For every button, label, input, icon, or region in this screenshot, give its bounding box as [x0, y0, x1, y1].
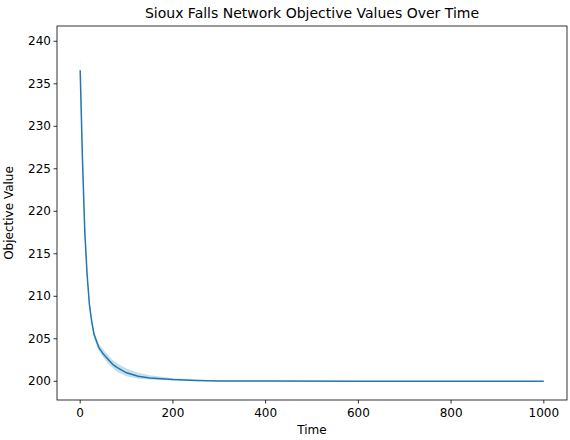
- y-tick: [54, 83, 58, 84]
- y-tick-label: 220: [28, 204, 51, 218]
- x-tick: [543, 400, 544, 404]
- plot-background: [57, 26, 567, 400]
- x-tick: [172, 400, 173, 404]
- y-axis-label: Objective Value: [2, 166, 16, 260]
- y-tick: [54, 211, 58, 212]
- x-tick-label: 800: [440, 406, 463, 420]
- y-tick: [54, 168, 58, 169]
- y-tick: [54, 381, 58, 382]
- y-tick: [54, 253, 58, 254]
- y-tick-label: 240: [28, 34, 51, 48]
- title: Sioux Falls Network Objective Values Ove…: [145, 5, 479, 21]
- confidence-band: [80, 57, 544, 381]
- y-tick: [54, 338, 58, 339]
- x-tick-label: 600: [347, 406, 370, 420]
- x-axis-label: Time: [296, 423, 326, 437]
- y-tick-label: 225: [28, 162, 51, 176]
- y-tick-label: 235: [28, 77, 51, 91]
- y-tick: [54, 296, 58, 297]
- y-tick-label: 215: [28, 247, 51, 261]
- x-tick: [451, 400, 452, 404]
- y-tick-label: 200: [28, 374, 51, 388]
- x-tick-label: 400: [254, 406, 277, 420]
- y-tick-label: 210: [28, 289, 51, 303]
- x-tick-label: 1000: [529, 406, 560, 420]
- frame: [57, 26, 567, 400]
- x-tick-label: 0: [76, 406, 84, 420]
- y-tick: [54, 126, 58, 127]
- y-tick-label: 205: [28, 332, 51, 346]
- plot-area: [80, 57, 544, 381]
- y-tick: [54, 41, 58, 42]
- x-tick: [265, 400, 266, 404]
- y-tick-label: 230: [28, 119, 51, 133]
- chart: 0 200 400 600 800 1000 200 205 210 215 220 225 230 23…: [0, 0, 570, 440]
- line: [80, 70, 544, 381]
- x-tick: [80, 400, 81, 404]
- x-tick-label: 200: [161, 406, 184, 420]
- x-tick: [358, 400, 359, 404]
